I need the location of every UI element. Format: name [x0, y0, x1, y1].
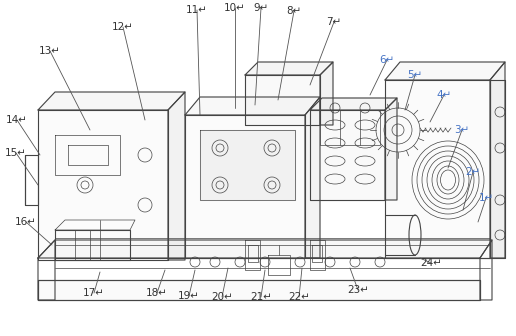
Text: 4↵: 4↵: [437, 90, 452, 100]
Text: 18↵: 18↵: [146, 288, 168, 298]
Polygon shape: [490, 62, 505, 258]
Text: 2↵: 2↵: [465, 167, 481, 177]
Text: 16↵: 16↵: [15, 217, 37, 227]
Polygon shape: [245, 75, 320, 125]
Polygon shape: [310, 110, 385, 200]
Polygon shape: [245, 62, 333, 75]
Text: 11↵: 11↵: [186, 5, 208, 15]
Polygon shape: [320, 62, 333, 125]
Text: 15↵: 15↵: [5, 148, 27, 158]
Polygon shape: [38, 92, 185, 110]
Text: 7↵: 7↵: [326, 17, 342, 27]
Text: 8↵: 8↵: [286, 6, 302, 16]
Text: 10↵: 10↵: [224, 3, 246, 13]
Text: 19↵: 19↵: [178, 291, 200, 301]
Polygon shape: [385, 98, 397, 200]
Polygon shape: [490, 80, 505, 258]
Text: 17↵: 17↵: [83, 288, 105, 298]
Text: 3↵: 3↵: [454, 125, 470, 135]
Polygon shape: [38, 280, 480, 300]
Text: 1↵: 1↵: [478, 193, 494, 203]
Polygon shape: [310, 98, 397, 110]
Text: 20↵: 20↵: [211, 292, 233, 302]
Text: 6↵: 6↵: [379, 55, 395, 65]
Text: 21↵: 21↵: [250, 292, 272, 302]
Polygon shape: [200, 130, 295, 200]
Text: 22↵: 22↵: [288, 292, 310, 302]
Text: 14↵: 14↵: [6, 115, 28, 125]
Polygon shape: [185, 97, 320, 115]
Text: 5↵: 5↵: [407, 70, 423, 80]
Polygon shape: [385, 80, 490, 258]
Polygon shape: [38, 110, 168, 260]
Polygon shape: [185, 115, 305, 258]
Polygon shape: [305, 97, 320, 258]
Polygon shape: [385, 62, 505, 80]
Polygon shape: [38, 240, 492, 258]
Polygon shape: [168, 92, 185, 260]
Text: 12↵: 12↵: [112, 22, 134, 32]
Text: 24↵: 24↵: [420, 258, 442, 268]
Text: 9↵: 9↵: [253, 3, 269, 13]
Text: 13↵: 13↵: [39, 46, 61, 56]
Text: 23↵: 23↵: [347, 285, 369, 295]
